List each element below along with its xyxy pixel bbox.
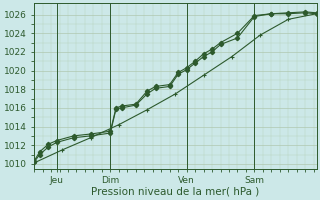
X-axis label: Pression niveau de la mer( hPa ): Pression niveau de la mer( hPa ) bbox=[91, 187, 260, 197]
